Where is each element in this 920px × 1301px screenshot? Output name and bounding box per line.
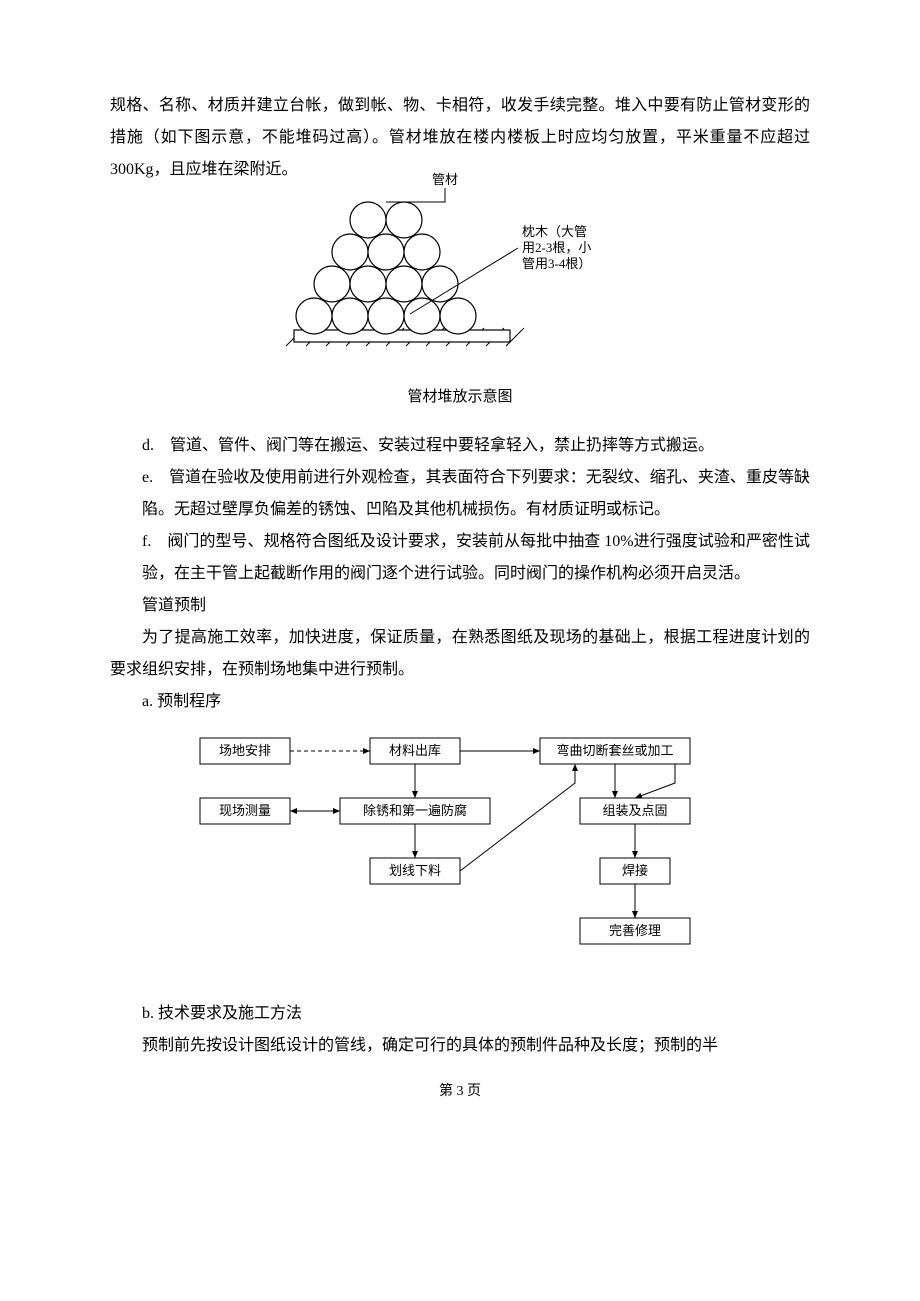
svg-text:弯曲切断套丝或加工: 弯曲切断套丝或加工 [556, 743, 673, 758]
svg-text:现场测量: 现场测量 [219, 803, 271, 818]
figure-caption-1: 管材堆放示意图 [110, 382, 810, 412]
svg-text:材料出库: 材料出库 [389, 743, 441, 758]
item-a: a. 预制程序 [110, 686, 810, 718]
prefab-heading: 管道预制 [110, 590, 810, 622]
item-b: b. 技术要求及施工方法 [110, 998, 810, 1030]
item-f: f. 阀门的型号、规格符合图纸及设计要求，安装前从每批中抽查 10%进行强度试验… [110, 526, 810, 590]
svg-text:组装及点固: 组装及点固 [602, 803, 667, 818]
svg-text:完善修理: 完善修理 [609, 923, 661, 938]
flowchart-figure: 场地安排 材料出库 弯曲切断套丝或加工现场测量 除锈和第一遍防腐 组装及点固划线下料 焊接… [110, 728, 810, 958]
page-number: 第 3 页 [110, 1078, 810, 1106]
svg-text:枕木（大管: 枕木（大管 [522, 224, 587, 239]
svg-text:场地安排: 场地安排 [219, 743, 271, 758]
svg-text:划线下料: 划线下料 [389, 863, 441, 878]
svg-text:除锈和第一遍防腐: 除锈和第一遍防腐 [363, 803, 467, 818]
prefab-paragraph: 为了提高施工效率，加快进度，保证质量，在熟悉图纸及现场的基础上，根据工程进度计划… [110, 622, 810, 686]
item-d: d. 管道、管件、阀门等在搬运、安装过程中要轻拿轻入，禁止扔摔等方式搬运。 [110, 430, 810, 462]
svg-text:焊接: 焊接 [622, 863, 648, 878]
item-e: e. 管道在验收及使用前进行外观检查，其表面符合下列要求：无裂纹、缩孔、夹渣、重… [110, 462, 810, 526]
intro-paragraph: 规格、名称、材质并建立台帐，做到帐、物、卡相符，收发手续完整。堆入中要有防止管材… [110, 90, 810, 186]
item-b-paragraph: 预制前先按设计图纸设计的管线，确定可行的具体的预制件品种及长度；预制的半 [110, 1030, 810, 1062]
pipe-stacking-figure: 管材枕木（大管用2-3根，小管用3-4根） [110, 196, 810, 378]
svg-text:管用3-4根）: 管用3-4根） [522, 256, 591, 271]
svg-text:用2-3根，小: 用2-3根，小 [522, 240, 591, 255]
svg-text:管材: 管材 [432, 172, 458, 187]
